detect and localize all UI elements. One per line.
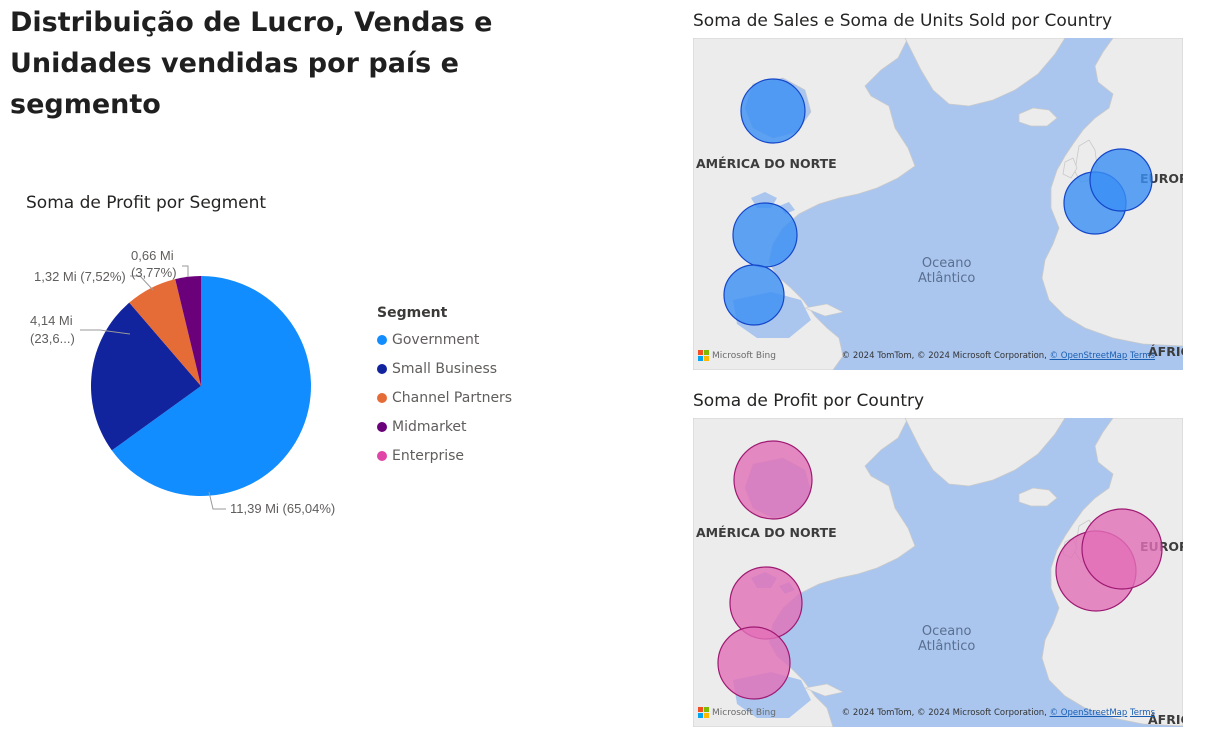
- greenland-land: [904, 418, 1066, 487]
- legend-label: Government: [392, 331, 480, 348]
- page-title: Distribuição de Lucro, Vendas e Unidades…: [10, 7, 493, 120]
- terms-link[interactable]: Terms: [1129, 708, 1155, 718]
- legend-item-channel-partners[interactable]: Channel Partners: [377, 383, 512, 412]
- iceland-land: [1018, 487, 1058, 507]
- microsoft-logo-icon: [698, 350, 709, 361]
- bubble-layer: [717, 440, 1163, 700]
- pie-slice-small-business[interactable]: [91, 302, 201, 451]
- legend-label: Small Business: [392, 360, 498, 377]
- legend-dot-small-business: [377, 363, 387, 374]
- legend-title: Segment: [377, 305, 448, 321]
- bing-label: Microsoft Bing: [712, 707, 776, 718]
- pie-chart-title: Soma de Profit por Segment: [26, 193, 267, 213]
- cuba-land: [803, 303, 844, 317]
- data-label-midmarket-pct: (3,77%): [131, 265, 177, 280]
- bubble-mexico[interactable]: [717, 626, 791, 700]
- legend-item-small-business[interactable]: Small Business: [377, 354, 512, 383]
- legend-item-enterprise[interactable]: Enterprise: [377, 441, 512, 470]
- pie-chart: 11,39 Mi (65,04%) 4,14 Mi (23,6...) 1,32…: [30, 248, 335, 516]
- label-africa: ÁFRIC: [1148, 712, 1183, 727]
- ocean-label-line1: Oceano: [921, 624, 972, 639]
- label-atlantic-ocean: Oceano Atlântico: [918, 256, 975, 286]
- ocean-label-line1: Oceano: [921, 256, 972, 271]
- legend-dot-enterprise: [377, 450, 387, 461]
- great-lakes-water: [751, 192, 795, 214]
- ocean-label-line2: Atlântico: [918, 271, 976, 286]
- leader-line-midmarket: [182, 265, 189, 277]
- osm-link[interactable]: © OpenStreetMap: [1049, 708, 1128, 718]
- ireland-land: [1062, 157, 1078, 179]
- bubble-united-states[interactable]: [732, 202, 798, 268]
- cuba-land: [803, 683, 844, 697]
- bing-label: Microsoft Bing: [712, 350, 776, 361]
- leader-line-small-business: [80, 329, 131, 335]
- map-sales-units[interactable]: AMÉRICA DO NORTE EUROP ÁFRIC Oceano Atlâ…: [693, 38, 1183, 370]
- terms-link[interactable]: Terms: [1129, 351, 1155, 361]
- map-profit-title: Soma de Profit por Country: [693, 391, 925, 411]
- bubble-layer: [723, 78, 1153, 326]
- bing-logo: Microsoft Bing: [698, 707, 776, 718]
- pie-legend: Segment Government Small Business Channe…: [377, 305, 512, 470]
- legend-label: Channel Partners: [392, 389, 513, 406]
- map-copyright: © 2024 TomTom, © 2024 Microsoft Corporat…: [842, 351, 1155, 361]
- legend-item-government[interactable]: Government: [377, 325, 512, 354]
- label-atlantic-ocean: Oceano Atlântico: [918, 624, 975, 654]
- data-label-midmarket-value: 0,66 Mi: [131, 248, 174, 263]
- osm-link[interactable]: © OpenStreetMap: [1049, 351, 1128, 361]
- bubble-united-states[interactable]: [729, 566, 803, 640]
- bubble-canada[interactable]: [740, 78, 806, 144]
- data-label-small-business-pct: (23,6...): [30, 331, 75, 346]
- bubble-canada[interactable]: [733, 440, 813, 520]
- bubble-germany[interactable]: [1081, 508, 1163, 590]
- data-label-government: 11,39 Mi (65,04%): [230, 501, 335, 516]
- pie-slice-channel-partners[interactable]: [129, 279, 201, 386]
- data-label-small-business-value: 4,14 Mi: [30, 313, 73, 328]
- legend-label: Enterprise: [392, 447, 465, 464]
- legend-dot-channel-partners: [377, 392, 387, 403]
- legend-label: Midmarket: [392, 418, 467, 435]
- leader-line-government: [208, 491, 226, 510]
- legend-dot-midmarket: [377, 421, 387, 432]
- map-profit[interactable]: AMÉRICA DO NORTE EUROP ÁFRIC Oceano Atlâ…: [693, 418, 1183, 727]
- data-label-channel-partners: 1,32 Mi (7,52%): [34, 269, 126, 284]
- iceland-land: [1018, 107, 1058, 127]
- pie-slice-midmarket[interactable]: [175, 276, 201, 386]
- legend-dot-government: [377, 334, 387, 345]
- bubble-mexico[interactable]: [723, 264, 785, 326]
- label-north-america: AMÉRICA DO NORTE: [696, 156, 837, 171]
- greenland-land: [904, 38, 1066, 107]
- legend-item-midmarket[interactable]: Midmarket: [377, 412, 512, 441]
- leader-line-channel-partners: [130, 275, 154, 291]
- ocean-label-line2: Atlântico: [918, 639, 976, 654]
- bubble-germany[interactable]: [1089, 148, 1153, 212]
- map-copyright: © 2024 TomTom, © 2024 Microsoft Corporat…: [842, 708, 1155, 718]
- bing-logo: Microsoft Bing: [698, 350, 776, 361]
- copyright-text: © 2024 TomTom, © 2024 Microsoft Corporat…: [841, 708, 1047, 718]
- microsoft-logo-icon: [698, 707, 709, 718]
- copyright-text: © 2024 TomTom, © 2024 Microsoft Corporat…: [841, 351, 1047, 361]
- pie-slice-government[interactable]: [111, 276, 312, 497]
- map-sales-title: Soma de Sales e Soma de Units Sold por C…: [693, 11, 1113, 31]
- label-africa: ÁFRIC: [1148, 344, 1183, 359]
- label-north-america: AMÉRICA DO NORTE: [696, 525, 837, 540]
